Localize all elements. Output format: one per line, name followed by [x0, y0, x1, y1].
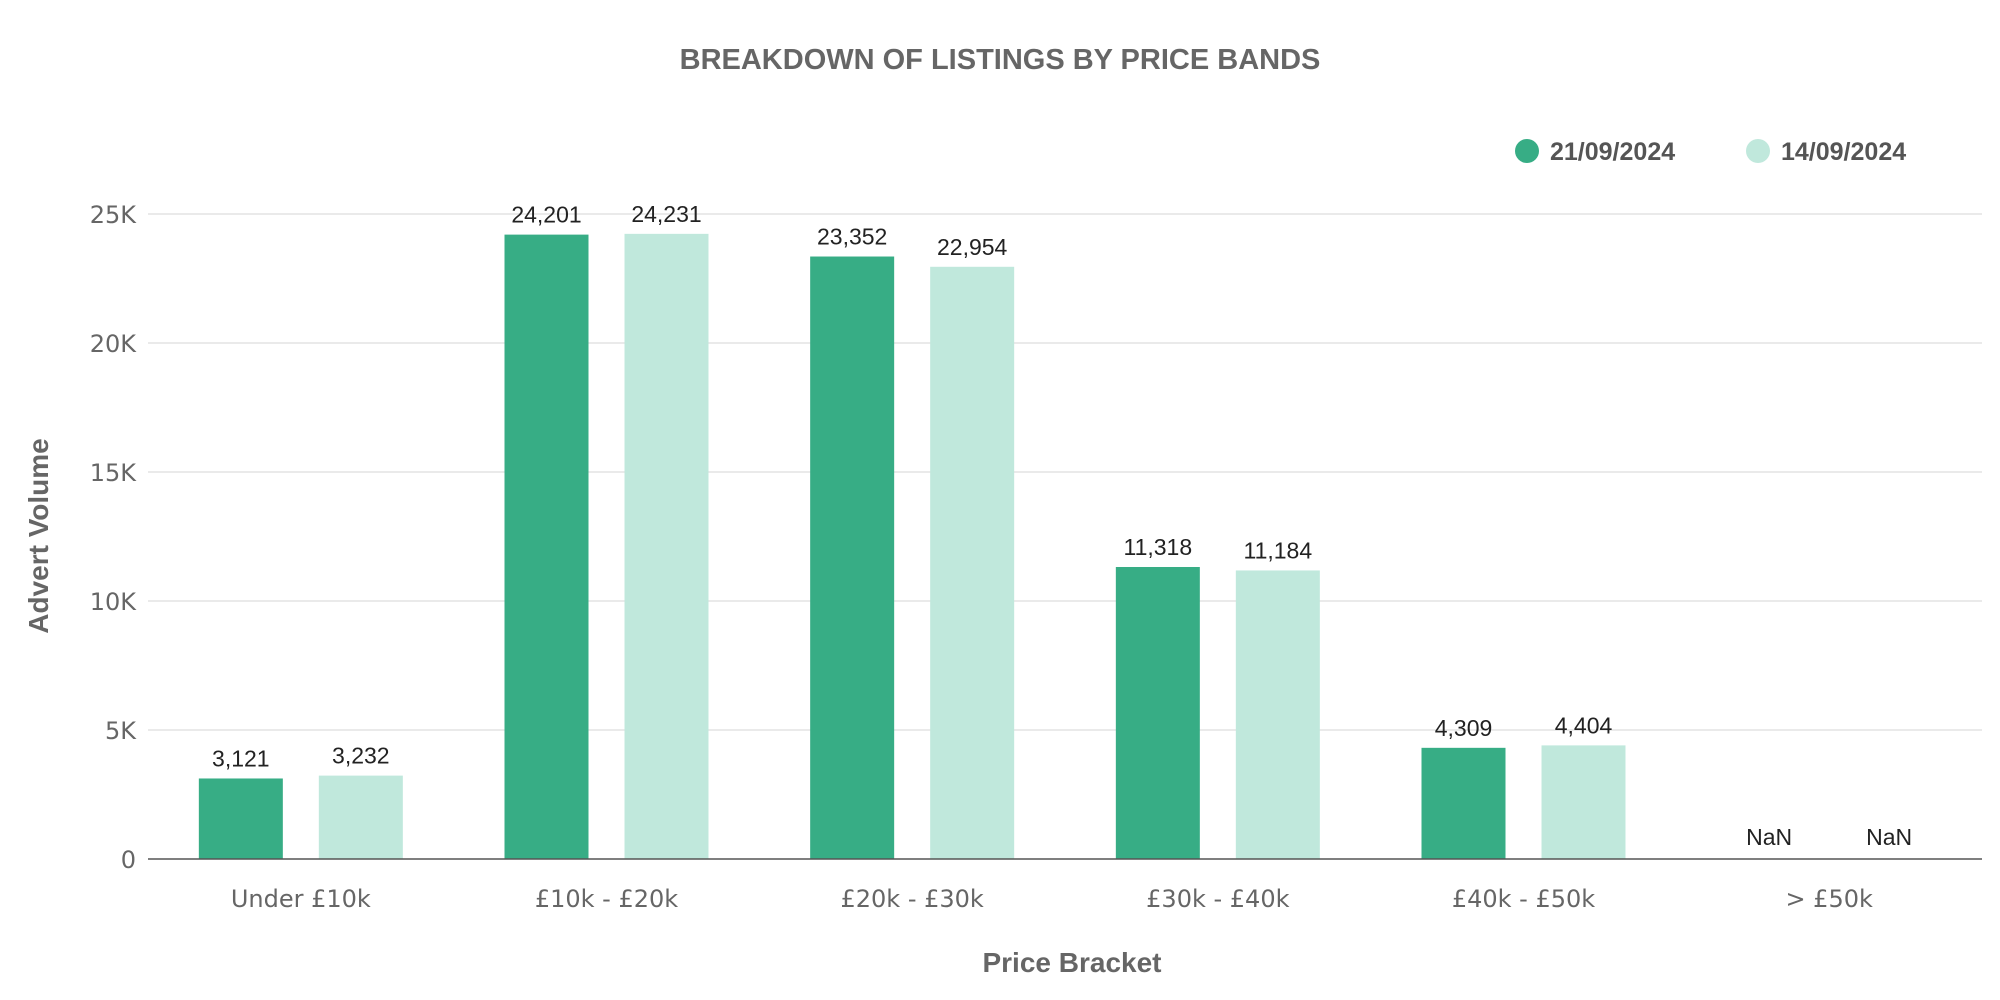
y-tick-label: 5K	[105, 717, 137, 745]
x-tick-label: £40k - £50k	[1452, 885, 1595, 913]
y-axis-ticks: 0 5K 10K 15K 20K 25K	[90, 201, 138, 874]
x-tick-label: £10k - £20k	[535, 885, 678, 913]
y-tick-label: 0	[121, 846, 136, 874]
legend-item-series-2[interactable]: 14/09/2024	[1746, 138, 1906, 166]
bars	[198, 233, 1626, 859]
data-label: 24,231	[631, 201, 701, 227]
legend-item-series-1[interactable]: 21/09/2024	[1515, 138, 1675, 166]
data-label: NaN	[1866, 824, 1912, 850]
bar-1[interactable]	[504, 234, 589, 859]
legend-marker-series-2	[1746, 139, 1770, 163]
bar-2[interactable]	[318, 775, 403, 859]
legend-label-series-2: 14/09/2024	[1781, 138, 1906, 166]
data-label: 11,184	[1244, 537, 1313, 563]
y-axis-title: Advert Volume	[23, 438, 54, 634]
data-label: 22,954	[937, 234, 1008, 260]
data-labels: 3,121 3,232 24,201 24,231 23,352 22,954 11,318…	[212, 201, 1912, 850]
chart-title: BREAKDOWN OF LISTINGS BY PRICE BANDS	[680, 44, 1321, 76]
bar-2[interactable]	[930, 266, 1015, 859]
x-axis-ticks: Under £10k £10k - £20k £20k - £30k £30k - £…	[231, 885, 1873, 913]
x-tick-label: > £50k	[1785, 885, 1873, 913]
y-tick-label: 25K	[90, 201, 138, 229]
data-label: 4,404	[1555, 712, 1613, 738]
data-label: 24,201	[511, 202, 581, 228]
bar-1[interactable]	[810, 256, 895, 859]
x-tick-label: Under £10k	[231, 885, 371, 913]
x-axis-title: Price Bracket	[982, 947, 1161, 978]
bar-2[interactable]	[624, 233, 709, 859]
bar-2[interactable]	[1541, 745, 1626, 859]
bar-2[interactable]	[1235, 570, 1320, 859]
data-label: 3,121	[212, 745, 270, 771]
legend-label-series-1: 21/09/2024	[1550, 138, 1675, 166]
y-tick-label: 20K	[90, 330, 138, 358]
y-tick-label: 10K	[90, 588, 138, 616]
bar-1[interactable]	[1115, 566, 1200, 859]
x-tick-label: £30k - £40k	[1146, 885, 1289, 913]
data-label: NaN	[1746, 824, 1792, 850]
legend: 21/09/2024 14/09/2024	[1515, 138, 1906, 166]
grid-lines	[148, 213, 1982, 731]
y-tick-label: 15K	[90, 459, 138, 487]
x-tick-label: £20k - £30k	[840, 885, 983, 913]
bar-1[interactable]	[198, 778, 283, 859]
legend-marker-series-1	[1515, 139, 1539, 163]
bar-1[interactable]	[1421, 747, 1506, 859]
data-label: 23,352	[817, 224, 887, 250]
data-label: 11,318	[1124, 534, 1193, 560]
data-label: 3,232	[332, 743, 390, 769]
data-label: 4,309	[1435, 715, 1493, 741]
